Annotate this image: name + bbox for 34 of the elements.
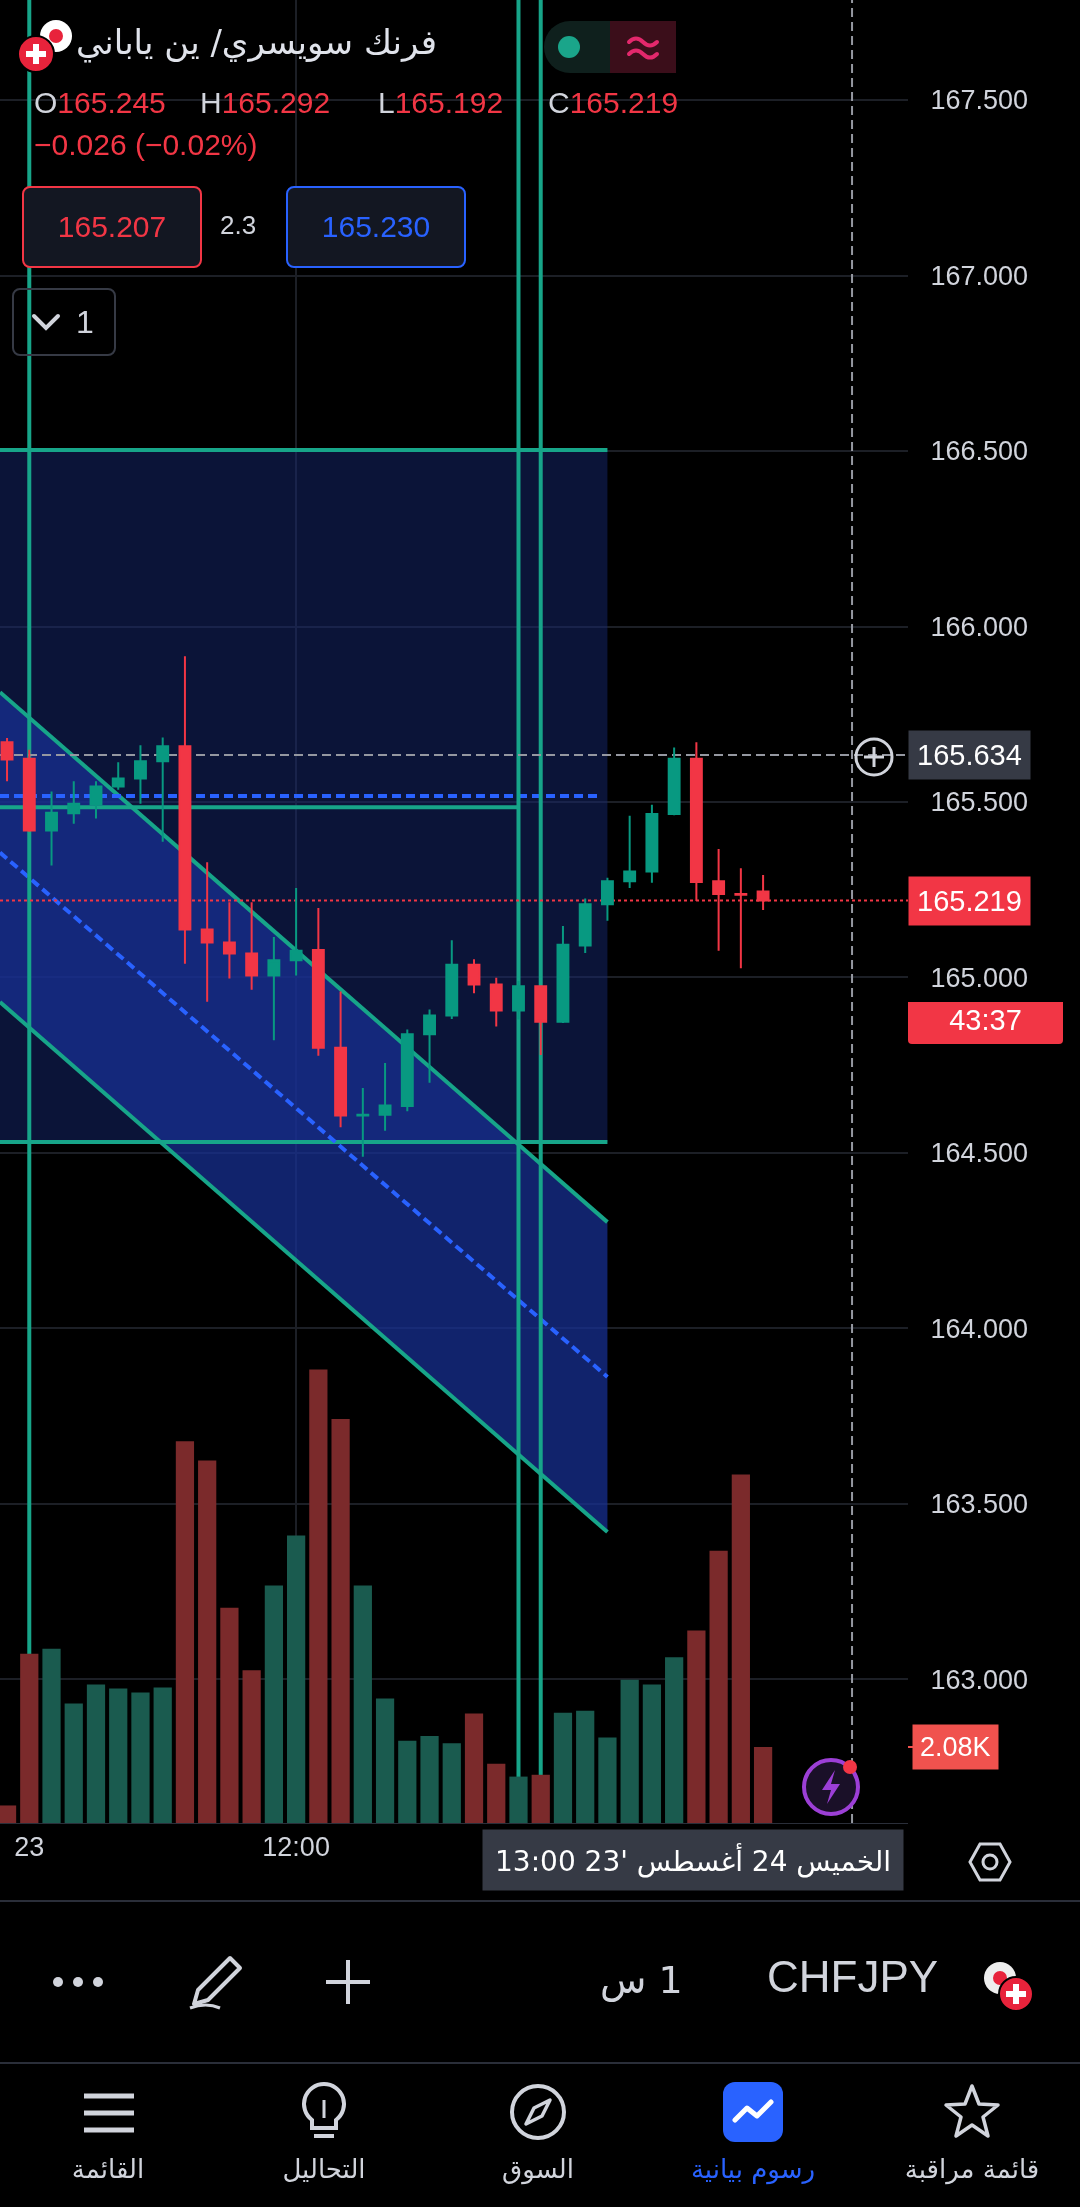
- ref-line-label: 165.634: [917, 739, 1022, 771]
- x-tick-label: 23: [14, 1832, 45, 1863]
- text: التحاليل: [282, 2154, 366, 2184]
- y-tick-label: 165.500: [930, 787, 1029, 818]
- y-tick-label: 163.000: [930, 1664, 1029, 1695]
- y-tick-label: 163.500: [930, 1489, 1029, 1520]
- y2-tick-label: 2.08K: [920, 1732, 991, 1762]
- y-tick-label: 166.500: [930, 436, 1029, 467]
- annotation: L165.192: [378, 86, 504, 119]
- ref-line-label: 165.219: [917, 885, 1022, 917]
- y-tick-label: 167.500: [930, 85, 1029, 116]
- y-tick-label: 167.000: [930, 260, 1029, 291]
- text: 1 س: [600, 1958, 683, 2002]
- text: فرنك سويسري/ ين ياباني: [76, 22, 438, 62]
- y-tick-label: 164.000: [930, 1313, 1029, 1344]
- x-tick-label: 12:00: [262, 1832, 330, 1863]
- text: القائمة: [71, 2154, 145, 2184]
- y-tick-label: 164.500: [930, 1138, 1029, 1169]
- text: CHFJPY: [767, 1952, 939, 2002]
- text: 43:37: [908, 1002, 1063, 1044]
- y-tick-label: 165.000: [930, 962, 1029, 993]
- text: قائمة مراقبة: [904, 2154, 1040, 2184]
- annotation: C165.219: [548, 86, 679, 119]
- y-tick-label: 166.000: [930, 611, 1029, 642]
- text: رسوم بيانية: [690, 2154, 816, 2184]
- annotation: 1: [76, 304, 94, 341]
- annotation: H165.292: [200, 86, 331, 119]
- annotation: 165.230: [286, 186, 466, 268]
- annotation: 165.207: [22, 186, 202, 268]
- annotation: −0.026 (−0.02%): [34, 128, 258, 162]
- annotation: O165.245: [34, 86, 166, 119]
- annotation: 2.3: [220, 210, 257, 241]
- ref-line-label: الخميس 24 أغسطس '23 13:00: [495, 1842, 892, 1878]
- text: السوق: [502, 2154, 574, 2184]
